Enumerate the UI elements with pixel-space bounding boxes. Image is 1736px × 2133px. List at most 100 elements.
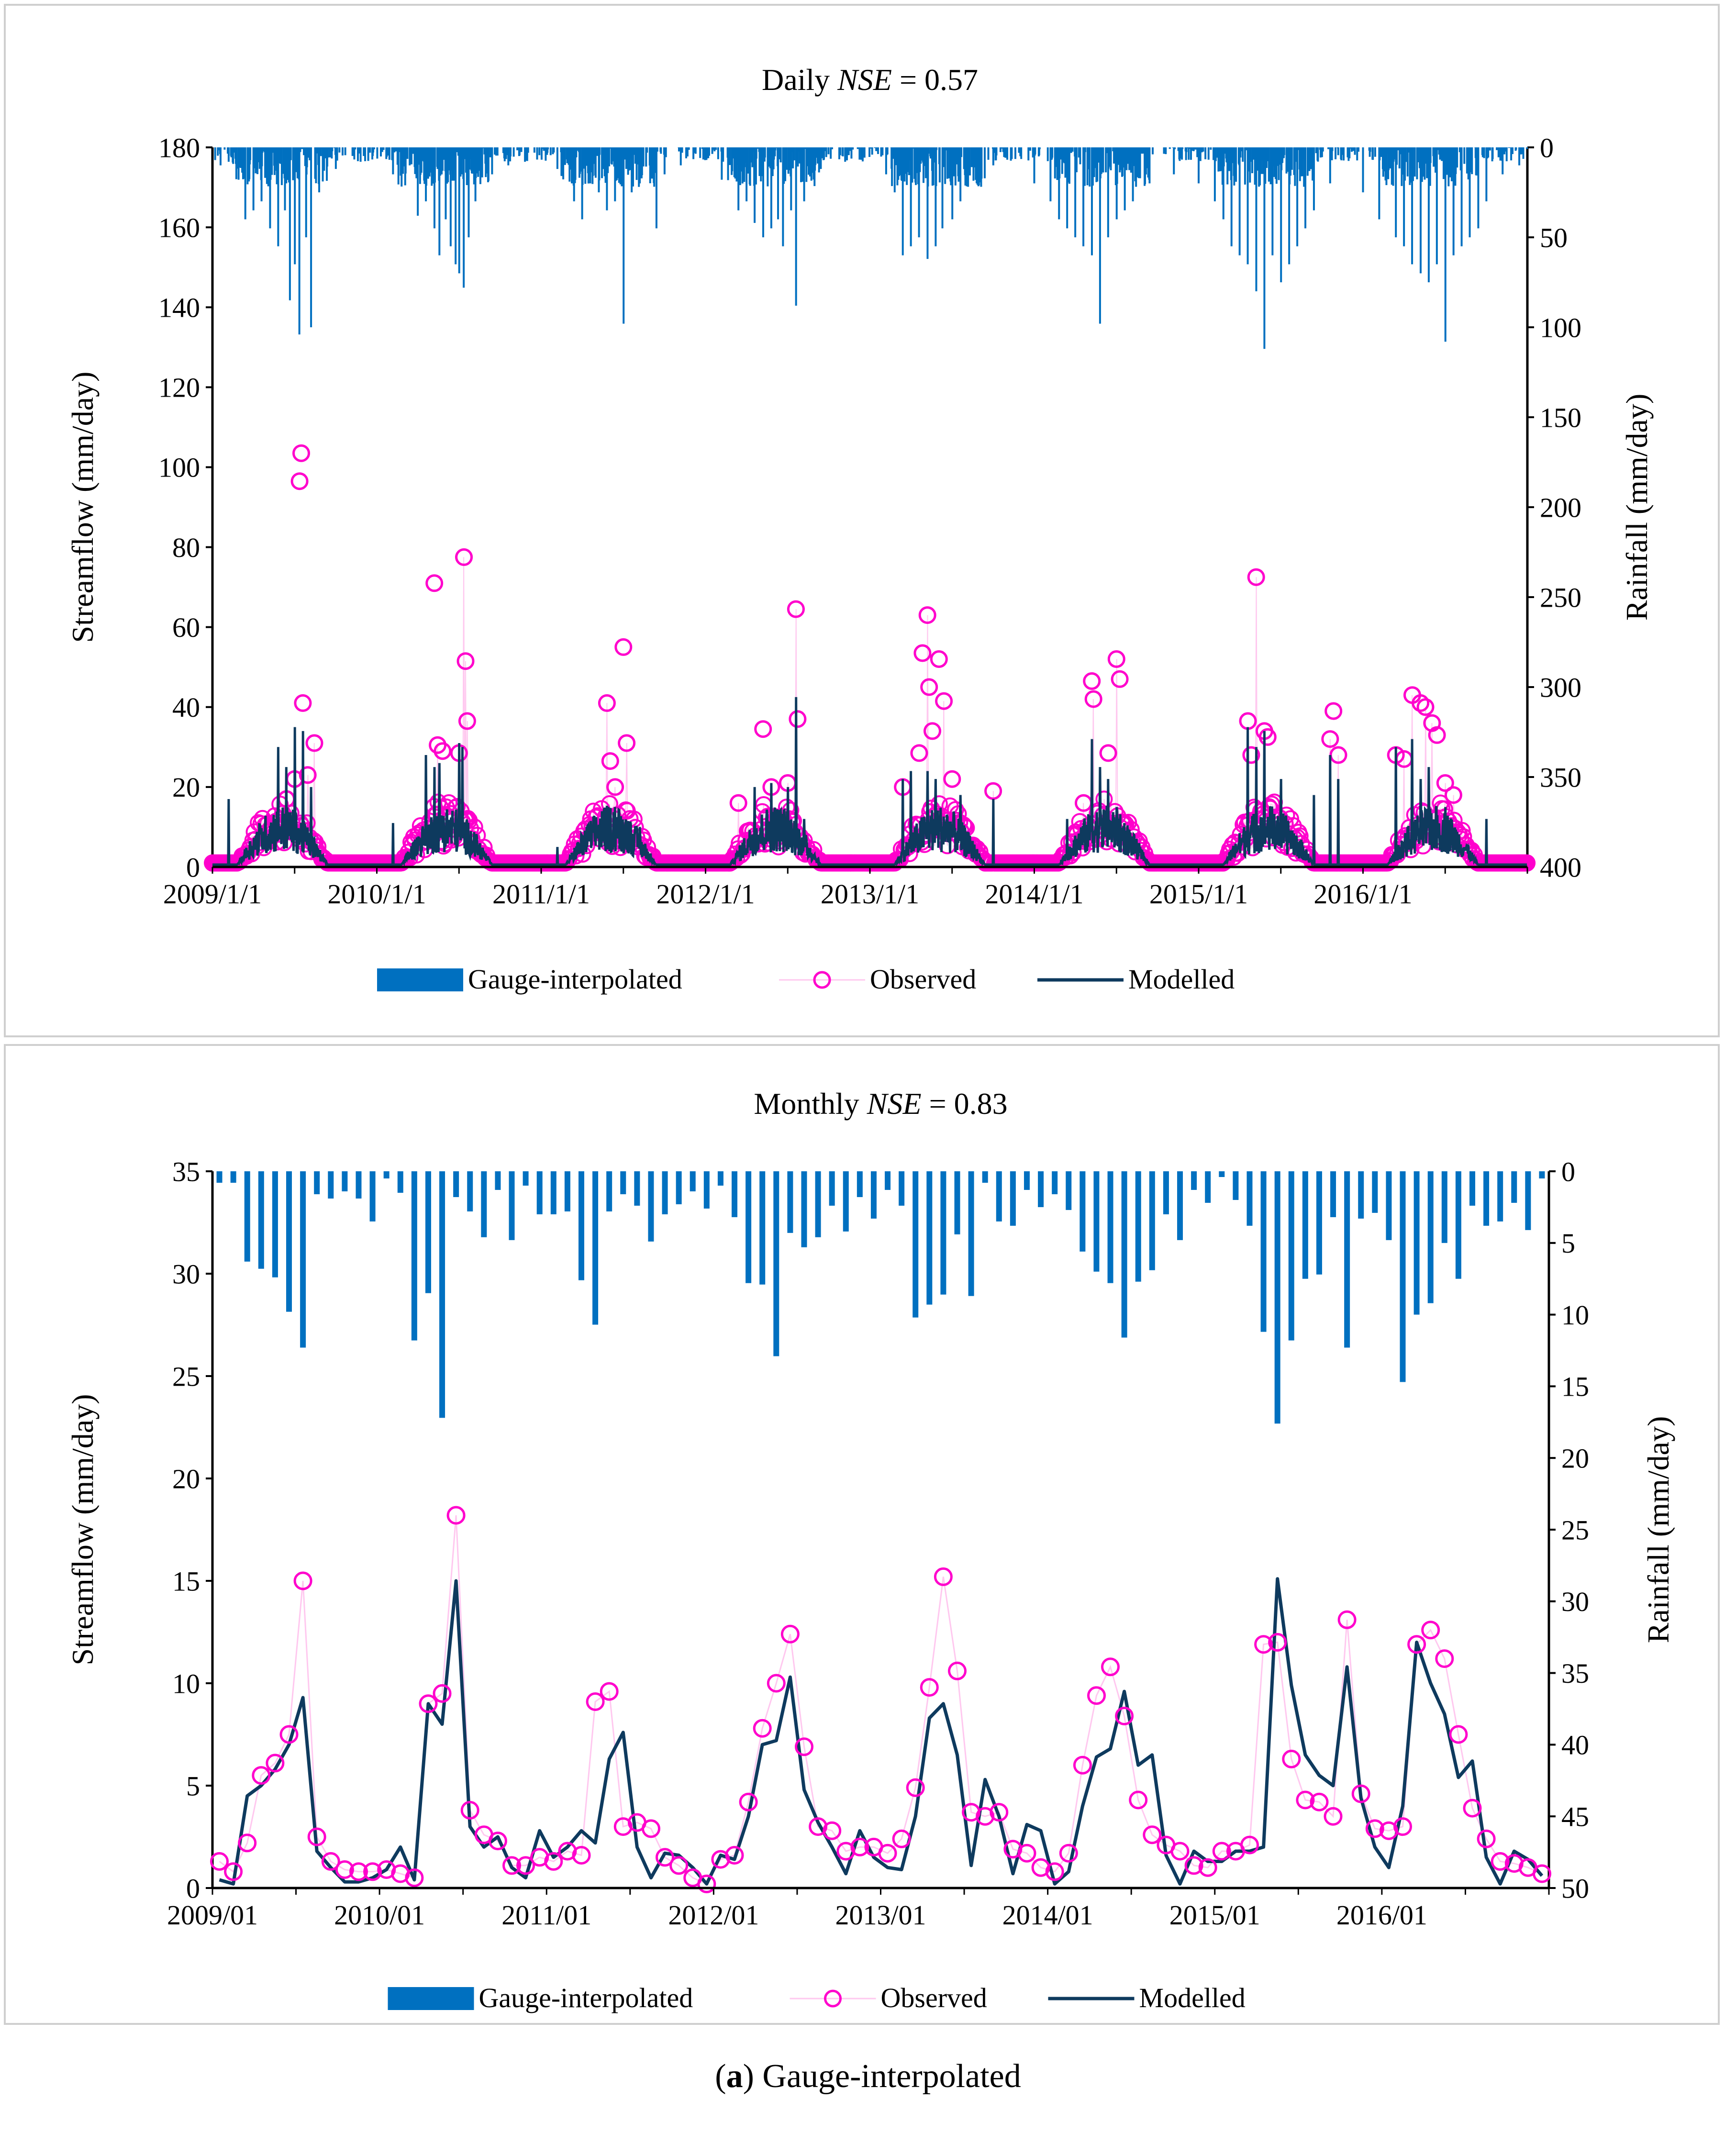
observed-point (1214, 854, 1232, 872)
observed-peak-point (924, 722, 941, 740)
observed-point (725, 1846, 744, 1865)
observed-peak-point (1084, 690, 1102, 708)
y-tick-label: 140 (158, 292, 200, 323)
observed-peak-point (425, 574, 444, 592)
observed-point (946, 801, 964, 819)
observed-peak-point (1111, 670, 1129, 688)
rainfall-bar (926, 1171, 933, 1305)
observed-peak-point (913, 644, 932, 662)
observed-point (920, 1678, 939, 1697)
figure-caption: (a) Gauge-interpolated (715, 2058, 1021, 2095)
observed-point (1533, 1864, 1551, 1883)
observed-peak-point (299, 766, 317, 784)
y-tick-label: 5 (186, 1770, 200, 1801)
y2-tick-label: 300 (1540, 672, 1581, 703)
y2-tick-label: 400 (1540, 852, 1581, 883)
observed-point (488, 1832, 507, 1851)
observed-point (697, 1874, 716, 1893)
rainfall-bar (885, 1171, 891, 1190)
observed-point (266, 1754, 285, 1773)
y2-tick-label: 5 (1561, 1228, 1575, 1259)
observed-point (1365, 1819, 1384, 1838)
rainfall-bar (578, 1171, 584, 1280)
y-tick-label: 100 (158, 452, 200, 483)
rainfall-bar (1260, 1171, 1267, 1332)
observed-point (669, 1856, 689, 1875)
y2-tick-label: 10 (1561, 1300, 1589, 1331)
y-axis-label: Streamflow (mm/day) (66, 372, 100, 643)
y-tick-label: 15 (172, 1566, 200, 1597)
y2-tick-label: 35 (1561, 1658, 1589, 1689)
observed-peak-point (1083, 672, 1101, 690)
rainfall-bar (216, 1171, 223, 1183)
rainfall-bar (1288, 1171, 1294, 1341)
rainfall-bar (1010, 1171, 1016, 1226)
rainfall-bar (592, 1171, 599, 1325)
rainfall-bar (369, 1171, 376, 1222)
rainfall-bar (787, 1171, 793, 1233)
observed-peak-point (456, 652, 475, 670)
rainfall-bar (523, 1171, 529, 1186)
observed-point (1045, 1862, 1064, 1881)
observed-point (1407, 1635, 1426, 1654)
y-tick-label: 80 (172, 532, 200, 563)
observed-point (1254, 1635, 1273, 1654)
rainfall-bar (732, 1171, 738, 1217)
observed-peak-point (1444, 786, 1462, 804)
rainfall-bar (467, 1171, 473, 1211)
rainfall-bar (717, 1171, 723, 1186)
y2-tick-label: 100 (1540, 312, 1581, 343)
observed-point (446, 1506, 466, 1525)
observed-peak-point (1107, 650, 1125, 668)
legend-observed-marker (813, 971, 831, 989)
observed-peak-point (305, 734, 323, 752)
rainfall-bar (870, 1171, 877, 1219)
observed-peak-point (935, 692, 953, 710)
y-tick-label: 30 (172, 1258, 200, 1289)
chart-title-value: = 0.83 (922, 1087, 1008, 1121)
rainfall-bar (383, 1171, 389, 1178)
rainfall-bar (286, 1171, 292, 1312)
rainfall-bar (356, 1171, 362, 1199)
x-tick-label: 2016/1/1 (1313, 878, 1412, 910)
observed-peak-point (1242, 746, 1260, 764)
rainfall-bar (843, 1171, 849, 1232)
rainfall-bar (258, 1171, 264, 1269)
rainfall-bar (397, 1171, 403, 1193)
x-tick-label: 2009/1/1 (163, 878, 262, 910)
observed-point (293, 1571, 312, 1590)
observed-point (1491, 1852, 1510, 1871)
rainfall-bar (1163, 1171, 1169, 1214)
rainfall-bar (996, 1171, 1002, 1222)
rainfall-bar (1052, 1171, 1058, 1194)
rainfall-bar (940, 1171, 946, 1295)
chart-title-value: = 0.57 (892, 63, 978, 97)
rainfall-bar (481, 1171, 487, 1237)
y-tick-label: 60 (172, 612, 200, 643)
observed-peak-point (930, 650, 948, 668)
observed-point (850, 1837, 869, 1856)
rainfall-bar (620, 1171, 626, 1194)
rainfall-bar (899, 1171, 905, 1206)
observed-peak-point (618, 734, 636, 752)
observed-point (1017, 1844, 1036, 1863)
observed-peak-point (943, 770, 961, 788)
rainfall-bar (1135, 1171, 1141, 1282)
observed-peak-point (598, 694, 616, 712)
observed-peak-point (1412, 694, 1430, 712)
observed-point (1324, 1807, 1343, 1826)
observed-point (1129, 1790, 1148, 1810)
observed-markers (204, 444, 1536, 872)
observed-peak-point (1436, 774, 1454, 792)
observed-peak-point (606, 778, 624, 796)
observed-point (321, 1852, 340, 1871)
y-tick-label: 0 (186, 1873, 200, 1904)
legend-rain-label: Gauge-interpolated (479, 1982, 693, 2013)
observed-point (934, 1567, 953, 1586)
rainfall-bar (954, 1171, 960, 1234)
y2-tick-label: 45 (1561, 1801, 1589, 1833)
y2-tick-label: 200 (1540, 492, 1581, 523)
observed-peak-point (1321, 730, 1339, 748)
observed-point (1463, 1799, 1482, 1818)
legend-rain-label: Gauge-interpolated (468, 964, 682, 995)
